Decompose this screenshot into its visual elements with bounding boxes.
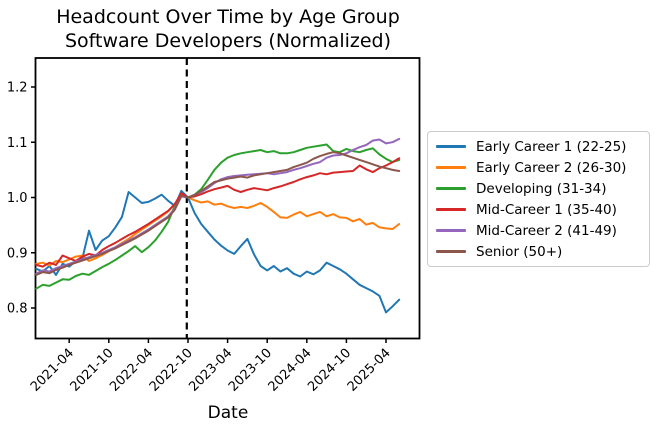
series-line-early-career-1-22-25 <box>35 189 401 314</box>
legend-line-sample <box>436 250 466 253</box>
legend-entry-early-career-2-26-30: Early Career 2 (26-30) <box>434 157 643 178</box>
chart-title: Headcount Over Time by Age Group <box>56 6 400 28</box>
series-line-mid-career-1-35-40 <box>35 157 401 268</box>
legend-entry-mid-career-2-41-49: Mid-Career 2 (41-49) <box>434 220 643 241</box>
legend-entry-senior-50: Senior (50+) <box>434 241 643 262</box>
plot-frame <box>34 57 421 340</box>
legend-entry-label: Early Career 2 (26-30) <box>476 159 627 176</box>
series-line-senior-50 <box>35 151 401 276</box>
y-tick-label: 1.1 <box>7 136 28 151</box>
legend-entry-label: Mid-Career 2 (41-49) <box>476 222 617 239</box>
legend-line-sample <box>436 145 466 148</box>
y-tick-label: 0.8 <box>7 302 28 317</box>
legend-entry-developing-31-34: Developing (31-34) <box>434 178 643 199</box>
legend: Early Career 1 (22-25) Early Career 2 (26… <box>427 131 650 267</box>
series-line-developing-31-34 <box>35 143 401 290</box>
y-tick-label: 1.0 <box>7 191 28 206</box>
x-axis-title: Date <box>207 403 249 423</box>
legend-line-sample <box>436 208 466 211</box>
legend-line-sample <box>436 166 466 169</box>
legend-line-sample <box>436 229 466 232</box>
chart-title-block: Headcount Over Time by Age Group Softwar… <box>0 5 456 53</box>
x-tick-label: 2025-04 <box>345 346 394 395</box>
legend-entry-early-career-1-22-25: Early Career 1 (22-25) <box>434 136 643 157</box>
chart-subtitle: Software Developers (Normalized) <box>64 30 392 52</box>
legend-entry-label: Developing (31-34) <box>476 180 607 197</box>
y-tick-label: 1.2 <box>7 81 28 96</box>
y-tick-label: 0.9 <box>7 246 28 261</box>
legend-entry-label: Mid-Career 1 (35-40) <box>476 201 617 218</box>
legend-line-sample <box>436 187 466 190</box>
legend-entry-label: Senior (50+) <box>476 243 563 260</box>
series-line-early-career-2-26-30 <box>35 193 401 267</box>
legend-entry-label: Early Career 1 (22-25) <box>476 138 627 155</box>
legend-entry-mid-career-1-35-40: Mid-Career 1 (35-40) <box>434 199 643 220</box>
